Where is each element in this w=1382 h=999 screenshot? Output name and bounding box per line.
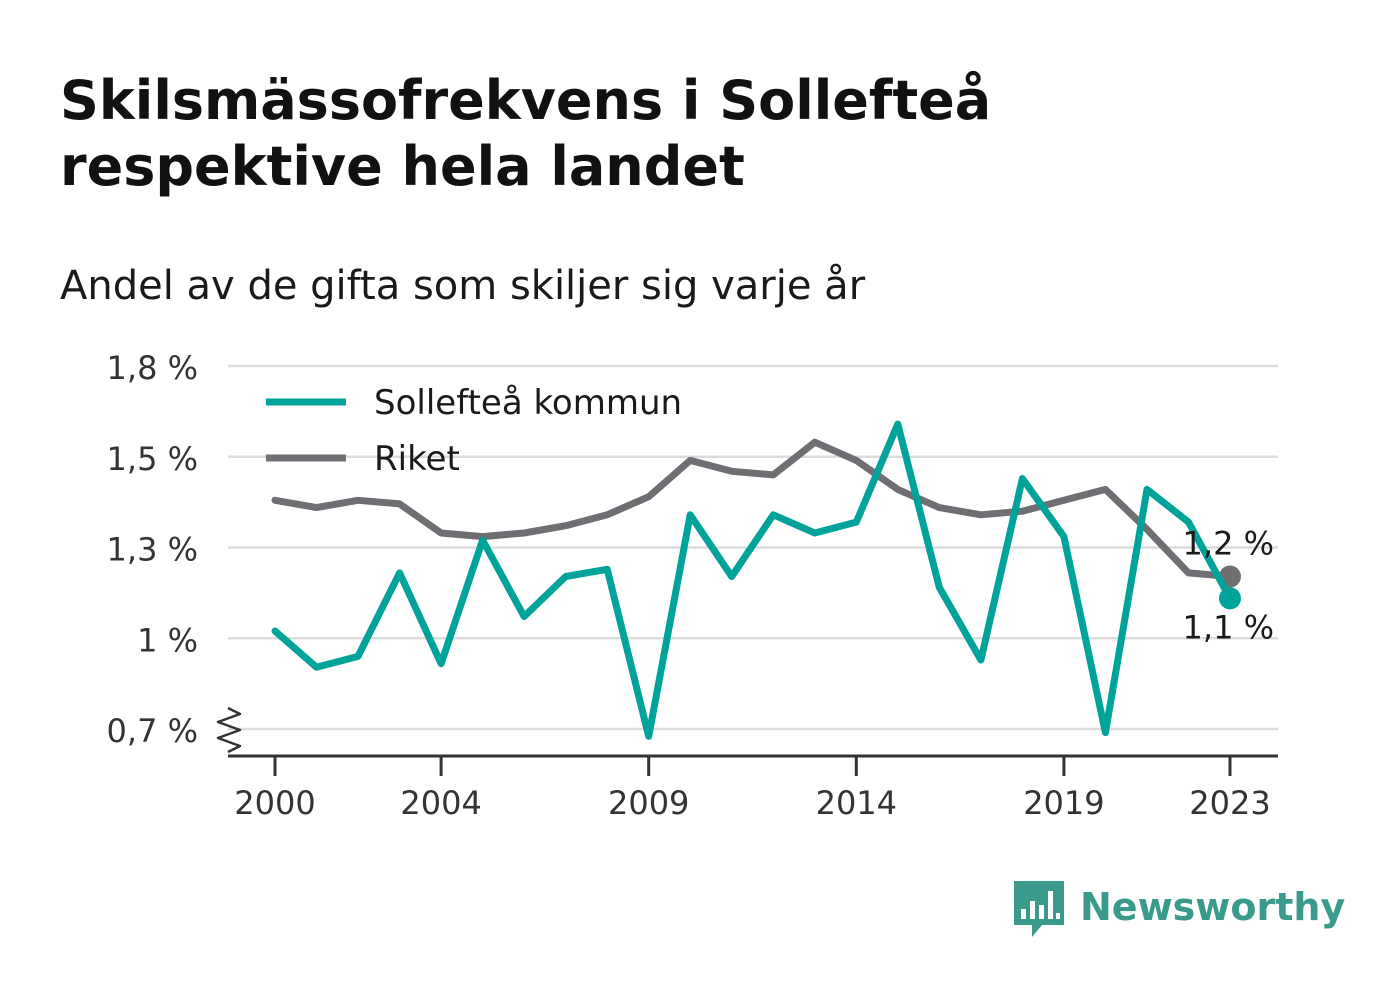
x-tick-label: 2004 [400, 784, 481, 822]
series-lines [271, 420, 1241, 740]
x-tick-label: 2014 [816, 784, 897, 822]
legend: Sollefteå kommun Riket [266, 383, 682, 479]
x-tick-label: 2019 [1023, 784, 1104, 822]
y-axis-tick-labels: 0,7 % 1 % 1,3 % 1,5 % 1,8 % [107, 349, 198, 750]
bar-chart-speech-bubble-icon [1014, 881, 1064, 937]
brand-logo: Newsworthy [1012, 878, 1345, 942]
chart-subtitle: Andel av de gifta som skiljer sig varje … [60, 263, 866, 309]
chart-title: Skilsmässofrekvens i Sollefteå respektiv… [60, 69, 992, 198]
axis-break-icon [216, 706, 242, 754]
x-axis [216, 706, 1278, 776]
y-tick-label: 0,7 % [107, 712, 198, 750]
legend-entry: Riket [374, 439, 460, 479]
y-tick-label: 1 % [137, 621, 198, 659]
x-tick-label: 2000 [234, 784, 315, 822]
x-axis-tick-labels: 2000 2004 2009 2014 2019 2023 [234, 784, 1270, 822]
x-tick-label: 2023 [1189, 784, 1270, 822]
y-tick-label: 1,5 % [107, 440, 198, 478]
series-end-point [1219, 587, 1241, 610]
series-line-sollefteå [271, 420, 1234, 740]
y-tick-label: 1,3 % [107, 531, 198, 569]
end-value-labels: 1,2 % 1,1 % [1183, 525, 1274, 647]
y-tick-label: 1,8 % [107, 349, 198, 387]
legend-entry: Sollefteå kommun [374, 383, 682, 423]
series-line-riket [271, 438, 1234, 580]
brand-name: Newsworthy [1080, 885, 1346, 929]
end-label-sollefteå: 1,1 % [1183, 608, 1274, 646]
x-tick-label: 2009 [608, 784, 689, 822]
end-label-riket: 1,2 % [1183, 525, 1274, 563]
